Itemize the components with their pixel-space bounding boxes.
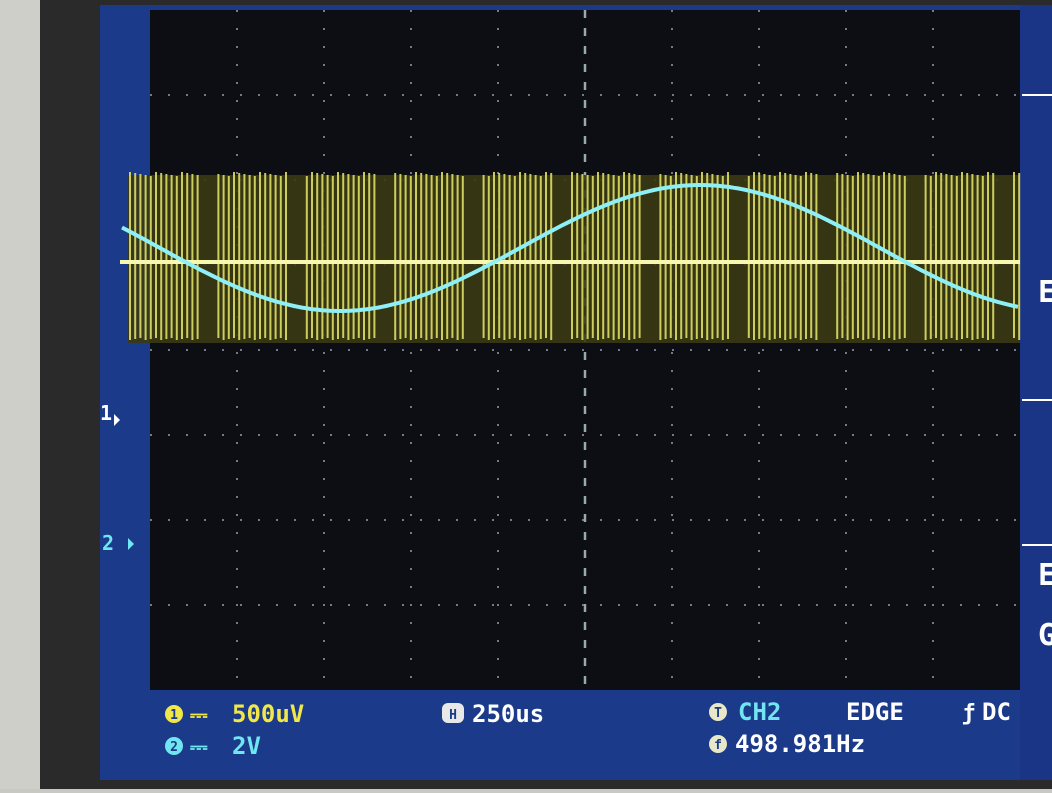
menu-item: G	[1038, 618, 1052, 653]
menu-item: E	[1038, 558, 1052, 593]
trig-badge: T	[714, 706, 722, 721]
waveforms	[120, 172, 1020, 343]
freq-badge: f	[714, 738, 722, 753]
edge-symbol: ƒ	[962, 701, 975, 726]
ch2-scale: 2V	[232, 732, 261, 760]
ch1-band	[128, 175, 1020, 343]
trigger-source: CH2	[738, 698, 781, 726]
timebase: 250us	[472, 700, 544, 728]
ch1-marker: 1	[100, 401, 112, 425]
trigger-type: EDGE	[846, 698, 904, 726]
menu-item: E	[1038, 275, 1052, 310]
dc-symbol: ⎓	[190, 703, 208, 728]
trigger-coupling: DC	[982, 698, 1011, 726]
ch2-badge: 2	[170, 740, 178, 755]
frequency: 498.981Hz	[735, 730, 865, 758]
side-menu	[1020, 5, 1052, 780]
ch1-scale: 500uV	[232, 700, 304, 728]
ch1-badge: 1	[170, 708, 178, 723]
oscilloscope-photo: 1 2 E E G 1 ⎓ 500uV 2 ⎓ 2V H 250us T CH2…	[0, 0, 1052, 789]
time-badge: H	[449, 708, 457, 723]
ch2-marker: 2	[102, 531, 114, 555]
dc-symbol: ⎓	[190, 735, 208, 760]
